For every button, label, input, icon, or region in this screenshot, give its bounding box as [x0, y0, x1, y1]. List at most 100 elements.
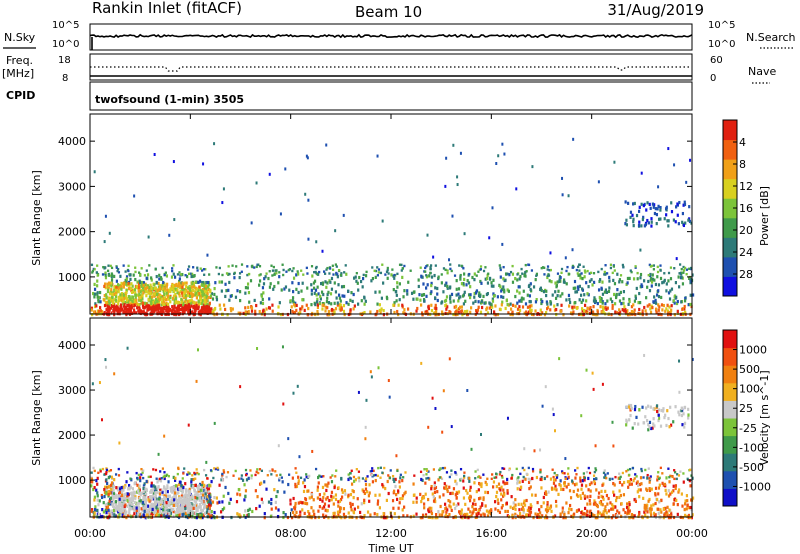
heatmap-cell: [164, 510, 168, 515]
heatmap-cell: [323, 502, 327, 506]
heatmap-cell: [659, 276, 663, 281]
heatmap-cell: [585, 281, 588, 285]
heatmap-cell: [514, 304, 517, 308]
heatmap-cell: [154, 494, 157, 498]
heatmap-cell: [626, 480, 630, 484]
heatmap-cell: [291, 281, 294, 285]
heatmap-cell: [656, 275, 659, 279]
heatmap-cell: [460, 508, 463, 512]
heatmap-cell: [558, 483, 561, 487]
heatmap-cell: [569, 300, 572, 305]
heatmap-cell: [108, 313, 111, 317]
heatmap-cell: [565, 501, 568, 505]
heatmap-cell: [133, 510, 136, 514]
heatmap-cell: [315, 240, 318, 244]
heatmap-cell: [203, 511, 206, 515]
heatmap-cell: [545, 293, 548, 298]
heatmap-cell: [584, 309, 587, 313]
heatmap-cell: [648, 289, 652, 293]
heatmap-cell: [426, 233, 429, 237]
heatmap-cell: [474, 502, 477, 507]
heatmap-cell: [446, 269, 449, 272]
heatmap-cell: [141, 304, 145, 308]
heatmap-cell: [281, 480, 284, 484]
heatmap-cell: [489, 512, 492, 516]
heatmap-cell: [202, 268, 206, 271]
heatmap-cell: [178, 308, 181, 312]
heatmap-cell: [173, 493, 176, 497]
heatmap-cell: [306, 286, 309, 290]
heatmap-cell: [146, 273, 150, 277]
heatmap-cell: [131, 295, 134, 299]
heatmap-cell: [166, 311, 169, 315]
heatmap-cell: [379, 271, 383, 275]
heatmap-cell: [680, 300, 683, 304]
heatmap-cell: [321, 303, 324, 307]
heatmap-cell: [159, 490, 162, 495]
heatmap-cell: [488, 236, 491, 240]
heatmap-cell: [491, 299, 495, 303]
heatmap-cell: [501, 476, 504, 479]
heatmap-cell: [392, 303, 395, 307]
heatmap-cell: [497, 154, 500, 158]
heatmap-cell: [621, 308, 624, 312]
colorbar-tick-label: 28: [739, 268, 753, 281]
heatmap-cell: [526, 305, 530, 309]
heatmap-cell: [503, 493, 506, 497]
heatmap-cell: [166, 294, 170, 299]
heatmap-cell: [105, 478, 108, 482]
heatmap-cell: [145, 302, 148, 306]
heatmap-cell: [540, 504, 543, 509]
heatmap-cell: [523, 501, 526, 505]
heatmap-cell: [193, 304, 196, 309]
heatmap-cell: [123, 296, 126, 300]
heatmap-cell: [645, 487, 648, 491]
heatmap-cell: [525, 514, 528, 518]
heatmap-cell: [535, 475, 539, 480]
heatmap-cell: [531, 467, 535, 471]
heatmap-cell: [196, 289, 200, 293]
heatmap-cell: [201, 290, 204, 294]
heatmap-cell: [574, 469, 577, 472]
heatmap-cell: [520, 267, 523, 271]
heatmap-cell: [496, 295, 499, 299]
heatmap-cell: [616, 288, 619, 292]
heatmap-cell: [103, 490, 107, 494]
heatmap-cell: [509, 307, 513, 311]
heatmap-cell: [440, 477, 444, 481]
heatmap-cell: [403, 308, 406, 312]
heatmap-cell: [632, 217, 635, 221]
heatmap-cell: [204, 490, 208, 494]
heatmap-cell: [107, 492, 110, 497]
heatmap-cell: [130, 304, 133, 308]
heatmap-cell: [454, 313, 457, 317]
heatmap-cell: [184, 303, 187, 308]
heatmap-cell: [504, 481, 507, 486]
heatmap-cell: [205, 304, 209, 309]
heatmap-cell: [524, 274, 527, 278]
heatmap-cell: [374, 275, 377, 279]
heatmap-cell: [409, 269, 412, 272]
heatmap-cell: [153, 152, 156, 156]
heatmap-cell: [278, 478, 281, 482]
heatmap-cell: [336, 273, 339, 276]
heatmap-cell: [195, 303, 198, 308]
heatmap-cell: [203, 308, 206, 312]
heatmap-cell: [382, 485, 385, 489]
heatmap-cell: [128, 511, 131, 515]
heatmap-cell: [182, 505, 185, 509]
heatmap-cell: [171, 267, 174, 270]
heatmap-cell: [203, 501, 206, 506]
heatmap-cell: [154, 268, 157, 271]
heatmap-cell: [117, 267, 120, 271]
heatmap-cell: [201, 480, 204, 485]
heatmap-cell: [391, 268, 394, 271]
heatmap-cell: [440, 301, 443, 305]
heatmap-cell: [216, 466, 219, 470]
heatmap-cell: [256, 468, 259, 471]
heatmap-cell: [591, 310, 595, 314]
heatmap-cell: [195, 301, 198, 305]
heatmap-cell: [673, 163, 676, 167]
heatmap-cell: [194, 500, 198, 504]
heatmap-cell: [187, 513, 191, 518]
